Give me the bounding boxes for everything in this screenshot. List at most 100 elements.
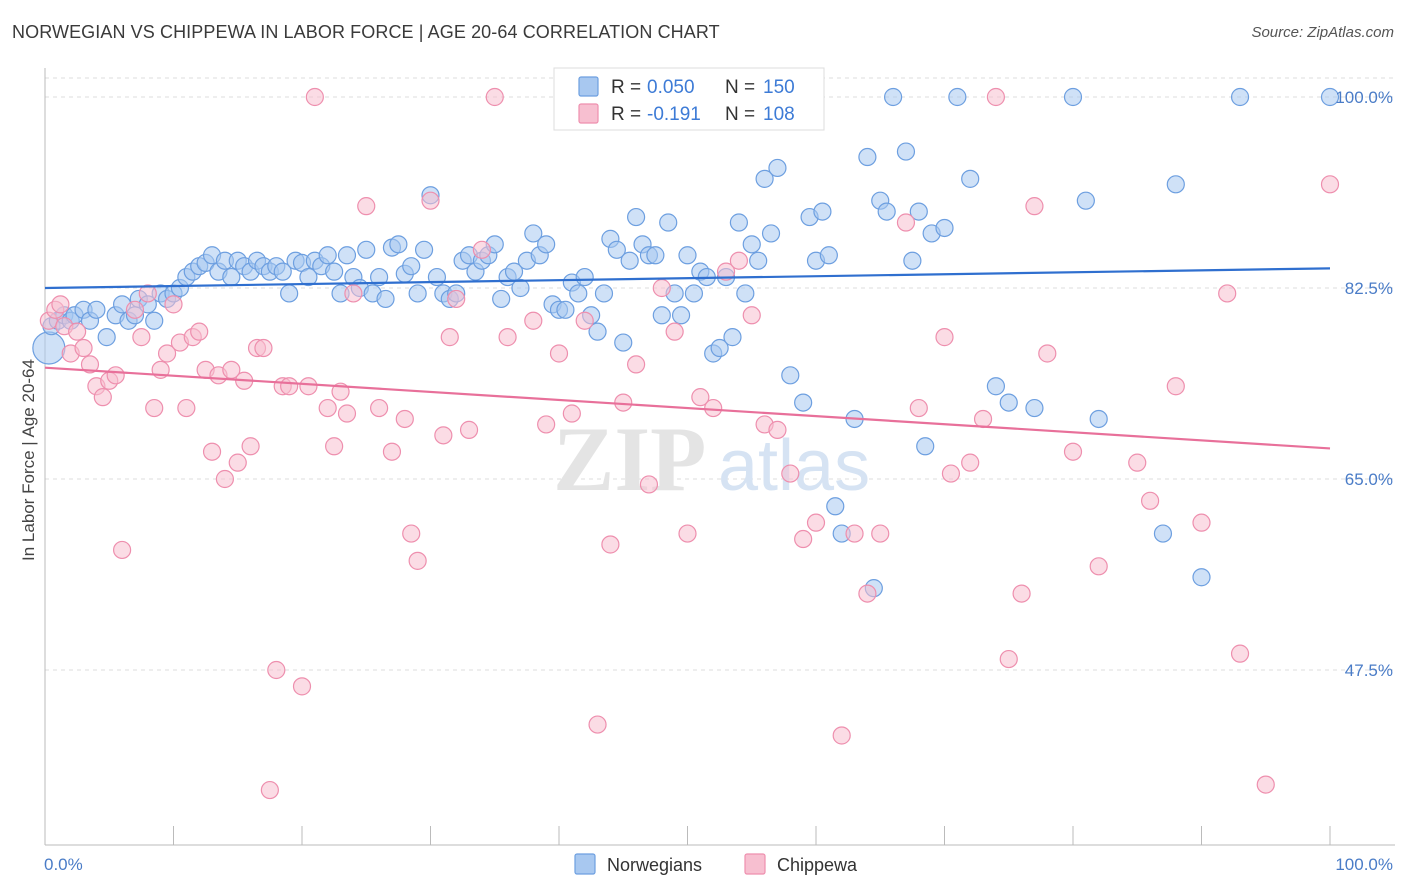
chippewa-point	[524, 311, 543, 330]
norwegians-point	[736, 284, 755, 303]
chippewa-point	[241, 437, 260, 456]
norwegians-point	[588, 322, 607, 341]
chippewa-point	[691, 388, 710, 407]
legend-frame	[553, 67, 825, 131]
watermark: ZIPatlas	[553, 408, 870, 510]
chippewa-point	[145, 398, 164, 418]
chippewa-point	[112, 540, 132, 560]
norwegians-point	[408, 284, 427, 303]
norwegians-point	[742, 235, 761, 254]
norwegians-point	[903, 251, 922, 270]
norwegians-point	[524, 224, 543, 243]
chippewa-point	[51, 295, 70, 314]
norwegians-point	[280, 284, 299, 303]
norwegians-point	[299, 267, 318, 287]
norwegians-point	[87, 300, 106, 319]
chippewa-point	[402, 524, 421, 543]
chippewa-point	[125, 300, 145, 319]
norwegians-point	[986, 377, 1006, 396]
chippewa-point	[157, 344, 177, 363]
y-tick-label: 82.5%	[1345, 279, 1393, 298]
bottom-legend: Norwegians Chippewa	[574, 853, 858, 875]
chippewa-point	[729, 251, 749, 270]
norwegians-point	[511, 278, 530, 298]
source-label: Source: ZipAtlas.com	[1251, 24, 1394, 41]
chippewa-point	[986, 87, 1006, 107]
norwegians-point	[678, 246, 697, 265]
chippewa-point	[472, 240, 491, 259]
chippewa-point	[652, 278, 671, 298]
norwegians-point	[1089, 409, 1108, 429]
legend-r-label: R =	[611, 77, 641, 98]
norwegians-point	[826, 497, 845, 516]
chippewa-point	[395, 409, 414, 429]
chippewa-point	[177, 398, 196, 418]
chippewa-point	[1038, 344, 1057, 363]
norwegians-point	[723, 328, 742, 347]
chippewa-point	[138, 284, 157, 303]
chippewa-point	[93, 388, 112, 407]
chippewa-point	[575, 311, 594, 330]
chippewa-point	[325, 437, 344, 456]
norwegians-point	[671, 306, 691, 325]
y-tick-labels: 47.5% 65.0% 82.5% 100.0%	[1335, 88, 1393, 680]
legend-n-value: 108	[763, 104, 795, 125]
norwegians-point	[883, 87, 903, 107]
chippewa-point	[678, 524, 697, 543]
norwegians-point	[710, 338, 729, 358]
chippewa-point	[973, 409, 993, 429]
norwegians-point	[376, 289, 395, 309]
chippewa-point	[549, 344, 569, 363]
chippewa-point	[498, 328, 517, 347]
norwegians-point	[1230, 87, 1250, 107]
axes	[44, 68, 1395, 846]
chippewa-point	[941, 464, 961, 483]
norwegians-point	[877, 202, 896, 221]
chippewa-point	[299, 377, 318, 396]
chippewa-point	[639, 475, 659, 494]
norwegians-point	[414, 240, 434, 259]
chippewa-trend-line	[44, 366, 1331, 450]
chippewa-point	[1089, 557, 1108, 576]
chippewa-point	[1140, 491, 1160, 510]
legend-n-label: N =	[725, 104, 755, 125]
chippewa-point	[1192, 513, 1211, 532]
norwegians-point	[646, 246, 665, 265]
norwegians-point	[652, 306, 671, 325]
chippewa-point	[704, 398, 723, 418]
norwegians-point	[755, 169, 774, 188]
chippewa-point	[215, 469, 234, 489]
norwegians-point	[1063, 87, 1083, 107]
legend-r-value: 0.050	[647, 77, 695, 98]
x-tick-labels: 0.0% 100.0%	[44, 855, 1393, 874]
chippewa-point	[537, 415, 556, 434]
chippewa-point	[485, 87, 504, 107]
chippewa-point	[1218, 284, 1237, 303]
chippewa-point	[742, 306, 761, 325]
chippewa-point	[794, 529, 813, 549]
norwegians-point	[626, 207, 646, 227]
norwegians-point	[729, 213, 749, 232]
chippewa-point	[434, 426, 453, 445]
y-tick-label: 100.0%	[1335, 88, 1393, 107]
norwegians-point	[948, 87, 967, 107]
chippewa-point	[1256, 775, 1275, 794]
chippewa-point	[832, 726, 851, 745]
chippewa-point	[202, 442, 222, 461]
chippewa-point	[440, 328, 459, 347]
chippewa-point	[267, 660, 286, 680]
norwegians-point	[659, 213, 678, 232]
chippewa-point	[781, 464, 800, 483]
data-points	[32, 87, 1340, 800]
bottom-legend-label-chippewa: Chippewa	[777, 855, 858, 875]
norwegians-point	[607, 240, 626, 259]
norwegians-trend-line	[44, 267, 1331, 290]
norwegians-point	[781, 366, 800, 385]
norwegians-point	[575, 267, 594, 287]
norwegians-point	[999, 393, 1018, 412]
norwegians-point	[556, 300, 575, 319]
norwegians-point	[357, 240, 376, 259]
chippewa-point	[292, 677, 312, 696]
chippewa-point	[68, 322, 87, 341]
